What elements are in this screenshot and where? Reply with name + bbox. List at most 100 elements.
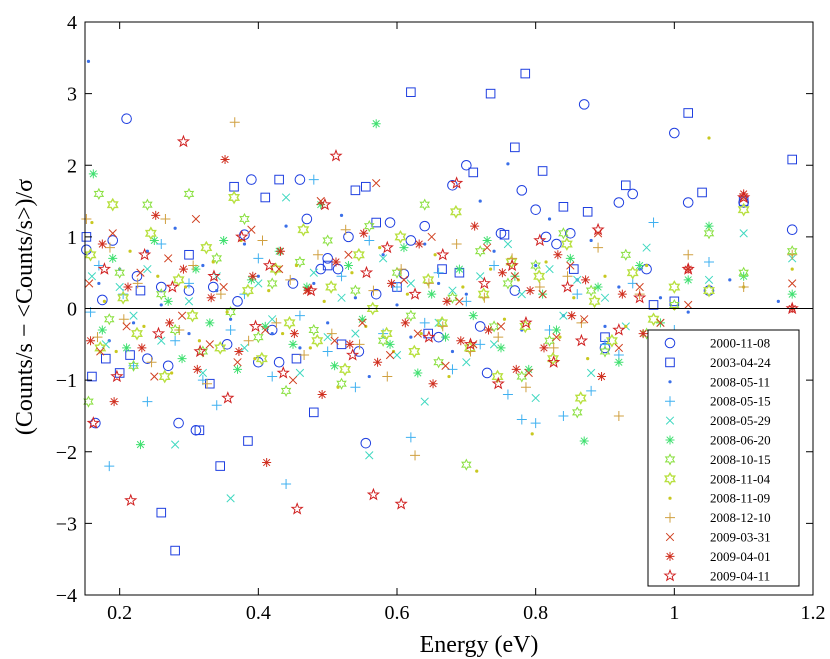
data-point: [580, 315, 589, 324]
data-point: [257, 235, 268, 246]
data-point: [322, 299, 326, 303]
data-point: [704, 275, 714, 285]
data-point: [266, 277, 278, 290]
data-point: [682, 197, 694, 208]
data-point: [507, 253, 518, 264]
data-point: [441, 361, 450, 370]
data-point: [186, 308, 199, 323]
data-point: [246, 174, 257, 185]
data-point: [599, 345, 611, 358]
data-point: [254, 279, 263, 288]
data-point: [94, 341, 107, 355]
data-point: [156, 274, 160, 278]
data-point: [544, 334, 555, 347]
data-point: [156, 239, 167, 250]
data-point: [170, 545, 180, 556]
data-point: [468, 167, 479, 178]
data-point: [635, 282, 644, 292]
y-tick-label: 0: [67, 299, 77, 321]
data-point: [346, 348, 360, 361]
data-point: [613, 410, 624, 421]
data-point: [142, 198, 153, 211]
data-point: [492, 249, 496, 253]
data-point: [211, 260, 215, 264]
data-point: [276, 246, 286, 256]
data-point: [683, 249, 694, 260]
data-point: [386, 278, 396, 288]
data-point: [738, 266, 749, 279]
data-point: [406, 87, 416, 97]
data-point: [336, 385, 340, 389]
data-point: [109, 397, 119, 407]
axes-layer: 0.2 0.4 0.6 0.8 1 1.2 −4 −3 −2 −1 0 1 2 3 4: [56, 12, 826, 624]
data-point: [336, 377, 347, 390]
data-point: [220, 155, 230, 165]
data-point: [502, 277, 514, 290]
data-point: [495, 227, 507, 239]
data-point: [162, 360, 174, 372]
data-point: [350, 382, 361, 393]
data-point: [170, 440, 180, 449]
data-point: [624, 324, 628, 329]
data-point: [422, 330, 436, 343]
data-point: [117, 290, 130, 305]
data-point: [545, 264, 554, 274]
data-point: [86, 59, 91, 63]
data-point: [737, 202, 750, 217]
data-point: [312, 249, 323, 260]
data-point: [645, 263, 649, 268]
data-point: [627, 188, 639, 200]
data-point: [405, 235, 417, 246]
data-point: [617, 289, 627, 299]
data-point: [475, 339, 486, 350]
data-point: [423, 242, 427, 246]
data-point: [477, 287, 490, 302]
legend-entry: 2009-04-11: [663, 568, 770, 583]
data-point: [294, 174, 306, 185]
data-point: [579, 436, 589, 446]
data-point: [339, 362, 351, 377]
data-point: [562, 271, 573, 282]
data-point: [173, 417, 184, 429]
data-point: [572, 289, 583, 300]
data-point: [681, 262, 695, 275]
data-point: [262, 457, 272, 467]
data-point: [315, 263, 327, 275]
data-point: [295, 368, 305, 378]
data-point: [658, 296, 663, 300]
legend-label: 2003-04-24: [710, 355, 771, 370]
data-point: [485, 88, 496, 99]
data-point: [648, 300, 659, 310]
data-point: [242, 242, 247, 246]
series-2008-11-04: [84, 190, 750, 405]
data-point: [253, 357, 257, 361]
data-point: [510, 142, 520, 153]
data-point: [316, 200, 326, 210]
data-point: [738, 282, 749, 293]
data-point: [436, 315, 449, 330]
data-point: [461, 159, 472, 171]
data-point: [586, 357, 590, 361]
data-point: [491, 369, 504, 384]
data-point: [225, 324, 236, 335]
data-point: [248, 271, 258, 281]
data-point: [530, 432, 534, 436]
data-point: [405, 309, 417, 322]
data-point: [463, 337, 478, 350]
data-point: [260, 192, 271, 203]
legend-label: 2008-12-10: [710, 510, 771, 525]
data-point: [505, 255, 518, 269]
data-point: [225, 310, 229, 314]
data-point: [149, 235, 159, 245]
data-point: [156, 507, 167, 518]
data-point: [268, 315, 277, 324]
y-tick-label: −3: [56, 513, 77, 535]
data-point: [465, 346, 476, 357]
data-point: [591, 222, 605, 236]
data-point: [150, 372, 159, 381]
data-point: [345, 339, 355, 349]
data-point: [142, 396, 153, 407]
data-point: [540, 231, 552, 243]
data-point: [552, 332, 561, 342]
data-point: [200, 240, 213, 255]
